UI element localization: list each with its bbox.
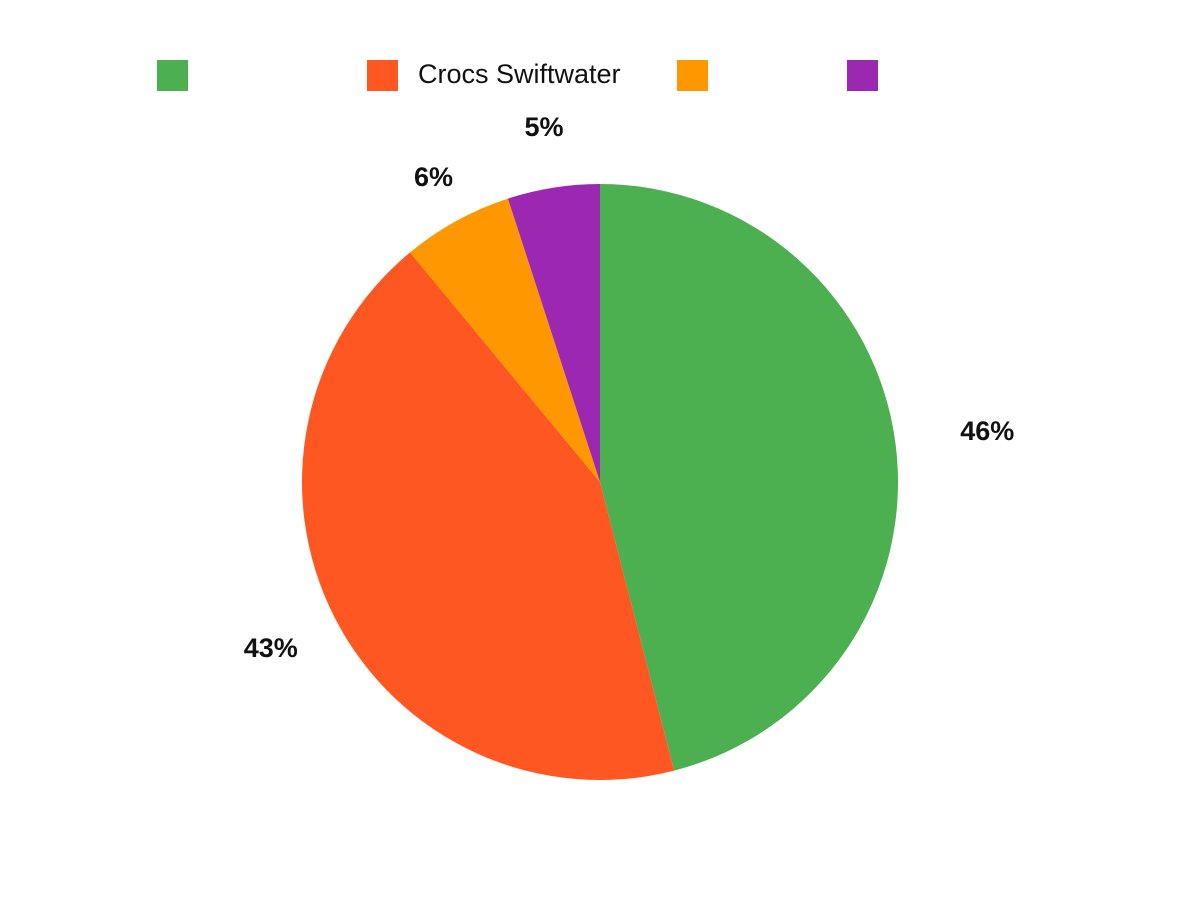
legend-swatch (847, 60, 878, 91)
value-label: 43% (244, 633, 298, 663)
pie-slice (507, 184, 600, 482)
value-label: 6% (414, 162, 453, 192)
legend-swatch (677, 60, 708, 91)
legend-label: Crocs Swiftwater (418, 59, 621, 89)
pie-slice (410, 198, 600, 483)
value-label: 5% (525, 112, 564, 142)
value-label: 46% (960, 416, 1014, 446)
legend-swatch (157, 60, 188, 91)
pie-slice (301, 252, 675, 780)
legend-swatch (367, 60, 398, 91)
pie-slice (600, 184, 899, 771)
